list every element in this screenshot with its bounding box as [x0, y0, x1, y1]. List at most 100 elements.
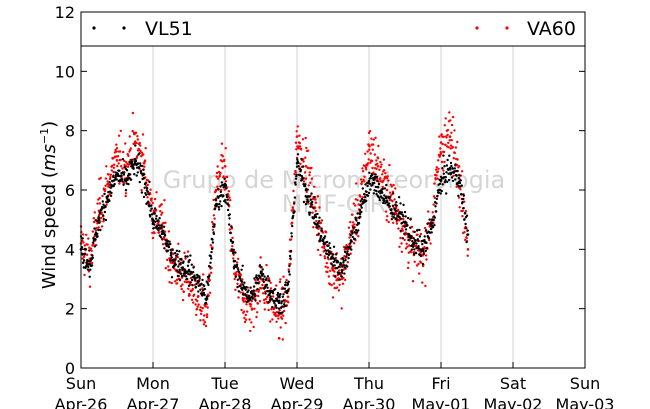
data-point-va60 — [451, 115, 455, 119]
data-point-vl51 — [445, 171, 448, 174]
data-point-vl51 — [224, 201, 227, 204]
data-point-va60 — [382, 158, 386, 161]
data-point-vl51 — [247, 299, 250, 303]
data-point-vl51 — [126, 178, 129, 181]
data-point-vl51 — [104, 205, 107, 209]
data-point-va60 — [307, 184, 310, 187]
data-point-vl51 — [402, 203, 405, 207]
data-point-va60 — [378, 177, 382, 180]
data-point-va60 — [216, 165, 219, 168]
data-point-vl51 — [287, 270, 291, 273]
data-point-va60 — [464, 209, 468, 213]
data-point-va60 — [182, 290, 185, 294]
data-point-va60 — [310, 177, 314, 180]
data-point-va60 — [271, 295, 275, 298]
data-point-vl51 — [441, 183, 444, 186]
data-point-va60 — [155, 191, 158, 194]
data-point-vl51 — [317, 233, 320, 236]
data-point-vl51 — [190, 278, 194, 282]
data-point-vl51 — [203, 293, 206, 297]
data-point-vl51 — [170, 256, 173, 259]
data-point-vl51 — [281, 295, 284, 298]
data-point-vl51 — [373, 189, 376, 192]
data-point-vl51 — [86, 268, 90, 271]
data-point-vl51 — [336, 266, 339, 270]
legend: VL51 VA60 — [80, 11, 586, 47]
data-point-vl51 — [238, 275, 241, 278]
data-point-vl51 — [133, 157, 137, 161]
data-point-vl51 — [300, 157, 303, 161]
data-point-va60 — [400, 242, 403, 245]
data-point-vl51 — [347, 257, 350, 260]
data-point-va60 — [265, 263, 268, 267]
data-point-va60 — [125, 161, 128, 164]
data-point-va60 — [376, 162, 379, 165]
data-point-vl51 — [255, 281, 258, 284]
data-point-va60 — [201, 307, 204, 310]
data-point-vl51 — [372, 192, 375, 195]
data-point-vl51 — [334, 275, 337, 278]
data-point-vl51 — [358, 212, 362, 216]
data-point-vl51 — [433, 216, 436, 219]
data-point-vl51 — [120, 174, 123, 177]
data-point-va60 — [445, 136, 448, 139]
data-point-va60 — [196, 305, 199, 308]
data-point-va60 — [361, 196, 364, 199]
data-point-va60 — [401, 229, 405, 232]
data-point-vl51 — [282, 287, 285, 290]
data-points — [79, 111, 470, 341]
data-point-vl51 — [390, 208, 393, 211]
data-point-vl51 — [216, 203, 219, 206]
data-point-va60 — [322, 250, 325, 253]
data-point-vl51 — [82, 261, 85, 264]
data-point-vl51 — [411, 245, 415, 248]
data-point-vl51 — [139, 162, 142, 165]
data-point-va60 — [387, 220, 390, 224]
data-point-va60 — [208, 279, 211, 282]
data-point-vl51 — [435, 202, 438, 205]
data-point-va60 — [105, 165, 108, 168]
data-point-vl51 — [102, 218, 106, 221]
data-point-va60 — [121, 167, 124, 170]
data-point-vl51 — [158, 217, 161, 220]
data-point-vl51 — [327, 253, 330, 257]
data-point-vl51 — [365, 190, 368, 193]
data-point-va60 — [93, 235, 96, 238]
data-point-vl51 — [204, 301, 208, 304]
data-point-vl51 — [118, 169, 121, 172]
data-point-vl51 — [375, 192, 378, 196]
data-point-va60 — [119, 129, 123, 133]
data-point-vl51 — [459, 179, 462, 182]
data-point-va60 — [420, 261, 423, 264]
data-point-vl51 — [418, 235, 422, 238]
data-point-vl51 — [236, 285, 239, 289]
data-point-va60 — [407, 251, 410, 254]
data-point-va60 — [400, 250, 404, 253]
data-point-va60 — [361, 167, 364, 170]
data-point-vl51 — [169, 242, 172, 246]
data-point-vl51 — [96, 235, 99, 238]
data-point-vl51 — [445, 164, 449, 167]
data-point-vl51 — [110, 191, 113, 195]
data-point-vl51 — [340, 270, 344, 274]
data-point-va60 — [172, 252, 175, 256]
data-point-vl51 — [337, 261, 340, 264]
data-point-vl51 — [361, 187, 364, 190]
data-point-vl51 — [262, 280, 265, 284]
data-point-va60 — [128, 135, 131, 138]
data-point-vl51 — [409, 226, 412, 229]
data-point-vl51 — [182, 260, 185, 263]
data-point-va60 — [81, 233, 85, 236]
data-point-vl51 — [278, 296, 281, 299]
data-point-vl51 — [104, 218, 108, 222]
data-point-vl51 — [401, 221, 404, 225]
data-point-va60 — [442, 169, 445, 172]
data-point-vl51 — [465, 227, 468, 230]
data-point-va60 — [216, 177, 220, 180]
data-point-va60 — [161, 211, 164, 214]
data-point-vl51 — [460, 184, 463, 187]
data-point-vl51 — [294, 177, 298, 180]
data-point-va60 — [327, 258, 330, 261]
data-point-va60 — [146, 183, 149, 186]
data-point-va60 — [435, 166, 438, 169]
